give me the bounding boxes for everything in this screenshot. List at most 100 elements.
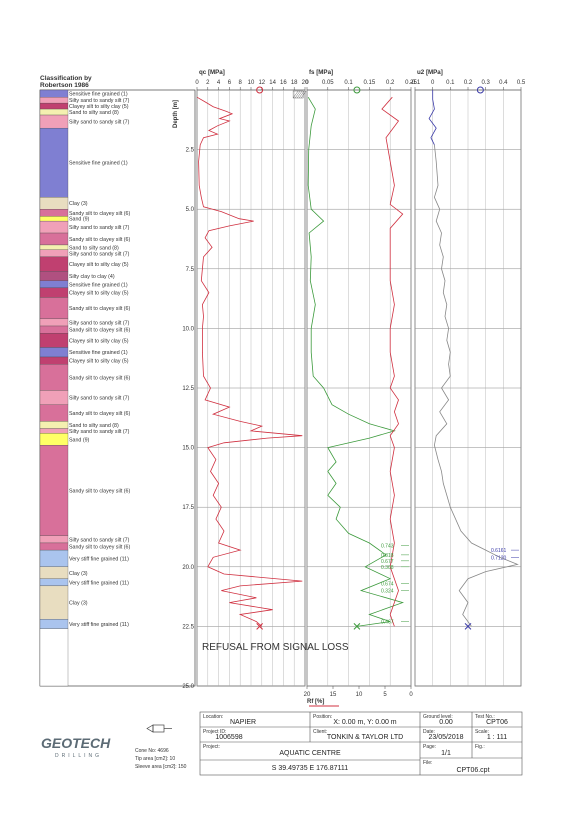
- x-tick-label: 12: [258, 80, 265, 86]
- soil-layer-label: Very stiff fine grained (11): [69, 622, 129, 628]
- soil-layer-band: [39, 428, 69, 434]
- x-axis-title: fs [MPa]: [309, 69, 333, 76]
- tip-area: Tip area [cm2]: 10: [135, 756, 175, 762]
- soil-layer-label: Silty sand to sandy silt (7): [69, 251, 130, 257]
- x-tick-label: 20: [302, 80, 309, 86]
- soil-layer-band: [39, 197, 69, 210]
- rf-tick-label: 10: [356, 692, 363, 698]
- rf-axis-title: Rf [%]: [307, 699, 324, 705]
- x-tick-label: 0: [195, 80, 199, 86]
- geotech-logo: GEOTECH DRILLING: [41, 735, 111, 759]
- soil-layer-band: [39, 287, 69, 298]
- soil-layer-band: [39, 585, 69, 620]
- soil-layer-label: Sandy silt to clayey silt (6): [69, 545, 130, 551]
- rf-tick-label: 0: [409, 692, 413, 698]
- soil-layer-band: [39, 619, 69, 629]
- soil-layer-label: Sandy silt to clayey silt (6): [69, 489, 130, 495]
- soil-layer-band: [39, 421, 69, 429]
- page-value: 1/1: [441, 750, 451, 757]
- soil-layer-label: Sand to silty sand (8): [69, 110, 119, 116]
- plot-panel: 0 2 4 6 8 10 12 14 16 18 20 qc [MPa]: [195, 69, 309, 687]
- logo-text: GEOTECH: [41, 735, 111, 751]
- file-label: File:: [423, 760, 432, 766]
- soil-layer-label: Very stiff fine grained (11): [69, 556, 129, 562]
- end-marker-stroke: [353, 623, 361, 630]
- x-tick-label: 0: [431, 80, 435, 86]
- depth-tick-label: 10.0: [182, 326, 194, 332]
- soil-layer-band: [39, 256, 69, 272]
- soil-layer-label: Silty sand to sandy silt (7): [69, 320, 130, 326]
- soil-layer-label: Clayey silt to silty clay (5): [69, 104, 129, 110]
- soil-layer-band: [39, 244, 69, 250]
- scale-value: 1 : 111: [487, 734, 507, 741]
- clipped-value-label: 0.324: [381, 589, 394, 595]
- depth-tick-label: 5.0: [186, 207, 195, 213]
- soil-layer-label: Clayey silt to silty clay (5): [69, 262, 129, 268]
- footer: GEOTECH DRILLING Cone No: 4696 Tip area …: [41, 711, 523, 776]
- end-marker-stroke: [464, 623, 472, 630]
- rf-tick-label: 20: [304, 692, 311, 698]
- cone-no: Cone No: 4696: [135, 748, 169, 754]
- soil-layer-band: [39, 271, 69, 281]
- page-label: Page:: [423, 744, 436, 750]
- rf-tick-label: 15: [330, 692, 337, 698]
- soil-layer-band: [39, 297, 69, 320]
- x-tick-label: -0.1: [410, 80, 421, 86]
- soil-layer-label: Sandy silt to clayey silt (6): [69, 411, 130, 417]
- hatch-line: [296, 90, 303, 99]
- title-block: [199, 711, 523, 776]
- clipped-value-label: 0.467: [381, 620, 394, 626]
- soil-layer-label: Clay (3): [69, 571, 88, 577]
- client-label: Client:: [313, 729, 327, 735]
- soil-layer-label: Silty sand to sandy silt (7): [69, 225, 130, 231]
- series-line: [196, 96, 303, 627]
- series-line: [307, 96, 405, 627]
- depth-axis-title: Depth [m]: [173, 100, 179, 128]
- depth-tick-label: 20.0: [182, 565, 194, 571]
- x-tick-label: 4: [217, 80, 221, 86]
- project-id-label: Project ID:: [203, 729, 226, 735]
- classification-column: Classification by Robertson 1986 Sensiti…: [39, 75, 196, 687]
- clipped-value-label: 0.7120: [491, 555, 507, 561]
- soil-layer-label: Sensitive fine grained (1): [69, 282, 128, 288]
- hatched-zone: [292, 90, 307, 99]
- x-tick-label: 0.4: [499, 80, 508, 86]
- rf-tick-label: 5: [383, 692, 387, 698]
- soil-layer-band: [39, 318, 69, 327]
- x-tick-label: 0: [305, 80, 309, 86]
- depth-tick-label: 22.5: [182, 624, 194, 630]
- x-tick-label: 0.15: [364, 80, 376, 86]
- start-marker: [256, 86, 264, 94]
- soil-layer-label: Sensitive fine grained (1): [69, 161, 128, 167]
- soil-layer-label: Silty sand to sandy silt (7): [69, 537, 130, 543]
- series-line: [433, 144, 519, 627]
- soil-layer-label: Sand (9): [69, 437, 90, 443]
- classification-title: Classification by: [40, 75, 92, 82]
- soil-layer-band: [39, 325, 69, 334]
- test-no-value: CPT06: [486, 719, 508, 726]
- client-value: TONKIN & TAYLOR LTD: [327, 734, 403, 741]
- x-tick-label: 14: [269, 80, 276, 86]
- series-line: [381, 96, 404, 627]
- date-label: Date:: [423, 729, 435, 735]
- clipped-value-label: 0.818: [381, 553, 394, 559]
- x-tick-label: 0.2: [464, 80, 473, 86]
- soil-layer-band: [39, 127, 69, 198]
- x-tick-label: 0.1: [446, 80, 455, 86]
- location-value: NAPIER: [230, 719, 256, 726]
- soil-layer-band: [39, 566, 69, 579]
- soil-layer-band: [39, 445, 69, 536]
- x-tick-label: 0.2: [386, 80, 395, 86]
- soil-layer-band: [39, 97, 69, 104]
- soil-layer-band: [39, 114, 69, 129]
- start-marker: [353, 86, 361, 94]
- x-tick-label: 0.3: [481, 80, 490, 86]
- soil-layer-label: Clayey silt to silty clay (5): [69, 338, 129, 344]
- soil-layer-column: [39, 89, 196, 687]
- soil-layer-band: [39, 356, 69, 365]
- soil-layer-band: [39, 390, 69, 405]
- x-axis-title: qc [MPa]: [199, 69, 225, 76]
